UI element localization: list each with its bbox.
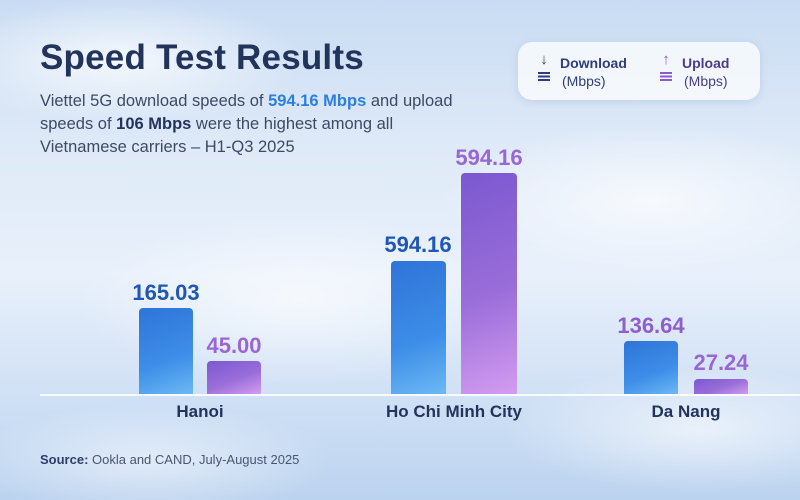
source-text: Ookla and CAND, July-August 2025 <box>88 452 300 467</box>
subtitle: Viettel 5G download speeds of 594.16 Mbp… <box>40 90 480 159</box>
category-label-hanoi: Hanoi <box>176 402 224 421</box>
arrow-down-icon: ↓ <box>540 51 548 68</box>
subtitle-text: and upload speeds of <box>40 92 453 133</box>
legend-unit: (Mbps) <box>684 73 728 89</box>
bar-danang-upload <box>694 379 748 394</box>
subtitle-text: were the highest among all Vietnamese ca… <box>40 115 394 156</box>
value-label-danang-upload: 27.24 <box>693 350 749 375</box>
page-title: Speed Test Results <box>40 38 364 77</box>
upload-highlight: 106 Mbps <box>116 115 192 133</box>
bar-hcmc-upload <box>461 173 517 394</box>
bar-hcmc-download <box>391 261 446 394</box>
value-label-hanoi-upload: 45.00 <box>206 333 262 358</box>
subtitle-text: Viettel 5G download speeds of <box>40 92 269 110</box>
bar-hanoi-download <box>139 308 193 394</box>
legend-label: Upload <box>682 55 730 71</box>
source-note: Source: Ookla and CAND, July-August 2025 <box>40 452 299 467</box>
value-label-hcmc-download: 594.16 <box>384 232 452 257</box>
legend-label: Download <box>560 55 627 71</box>
value-label-hcmc-upload: 594.16 <box>455 145 523 170</box>
chart-baseline <box>40 394 800 396</box>
category-label-hcmc: Ho Chi Minh City <box>386 402 522 421</box>
bar-hanoi-upload <box>207 361 261 394</box>
bars-icon <box>538 72 550 81</box>
legend-unit: (Mbps) <box>562 73 606 89</box>
bars-icon <box>660 72 672 81</box>
arrow-up-icon: ↑ <box>662 51 670 68</box>
category-label-danang: Da Nang <box>651 402 721 421</box>
bar-danang-download <box>624 341 678 394</box>
chart-legend: ↓ Download (Mbps) ↑ Upload (Mbps) <box>518 42 760 100</box>
value-label-hanoi-download: 165.03 <box>132 280 200 305</box>
source-label: Source: <box>40 452 89 467</box>
download-highlight: 594.16 Mbps <box>268 92 367 110</box>
value-label-danang-download: 136.64 <box>617 313 685 338</box>
